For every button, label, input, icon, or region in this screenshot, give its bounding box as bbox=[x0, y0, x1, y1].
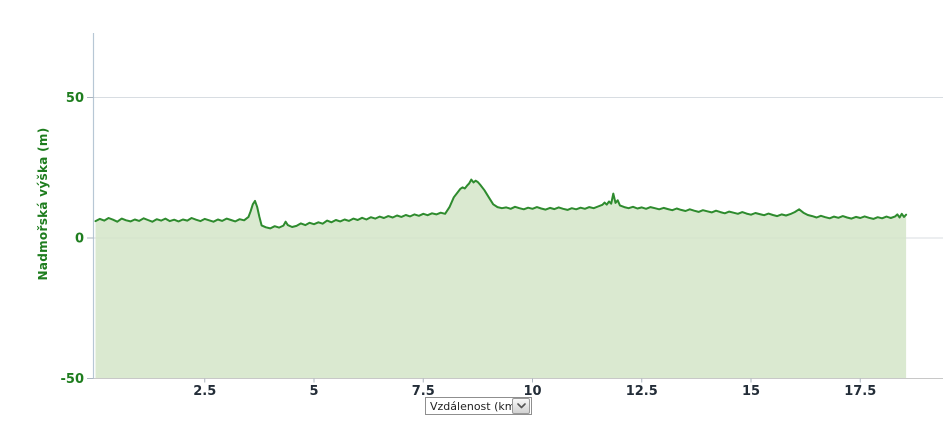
y-tick-label: 50 bbox=[66, 91, 84, 106]
chevron-down-icon[interactable] bbox=[512, 398, 530, 414]
x-tick-label: 5 bbox=[309, 384, 318, 399]
elevation-line bbox=[94, 178, 908, 230]
x-tick-label: 2.5 bbox=[193, 384, 216, 399]
y-tick-label: -50 bbox=[61, 372, 85, 387]
x-tick-label: 10 bbox=[523, 384, 541, 399]
x-axis-unit-select[interactable]: Vzdálenost (km) bbox=[425, 397, 532, 415]
x-axis-unit-label: Vzdálenost (km) bbox=[430, 399, 512, 413]
y-axis-title: Nadmořská výška (m) bbox=[36, 127, 50, 280]
y-tick-label: 0 bbox=[75, 232, 84, 247]
x-tick-label: 12.5 bbox=[626, 384, 658, 399]
x-tick-label: 7.5 bbox=[412, 384, 435, 399]
elevation-area-fill bbox=[95, 179, 907, 379]
x-tick-label: 15 bbox=[742, 384, 760, 399]
x-tick-label: 17.5 bbox=[844, 384, 876, 399]
